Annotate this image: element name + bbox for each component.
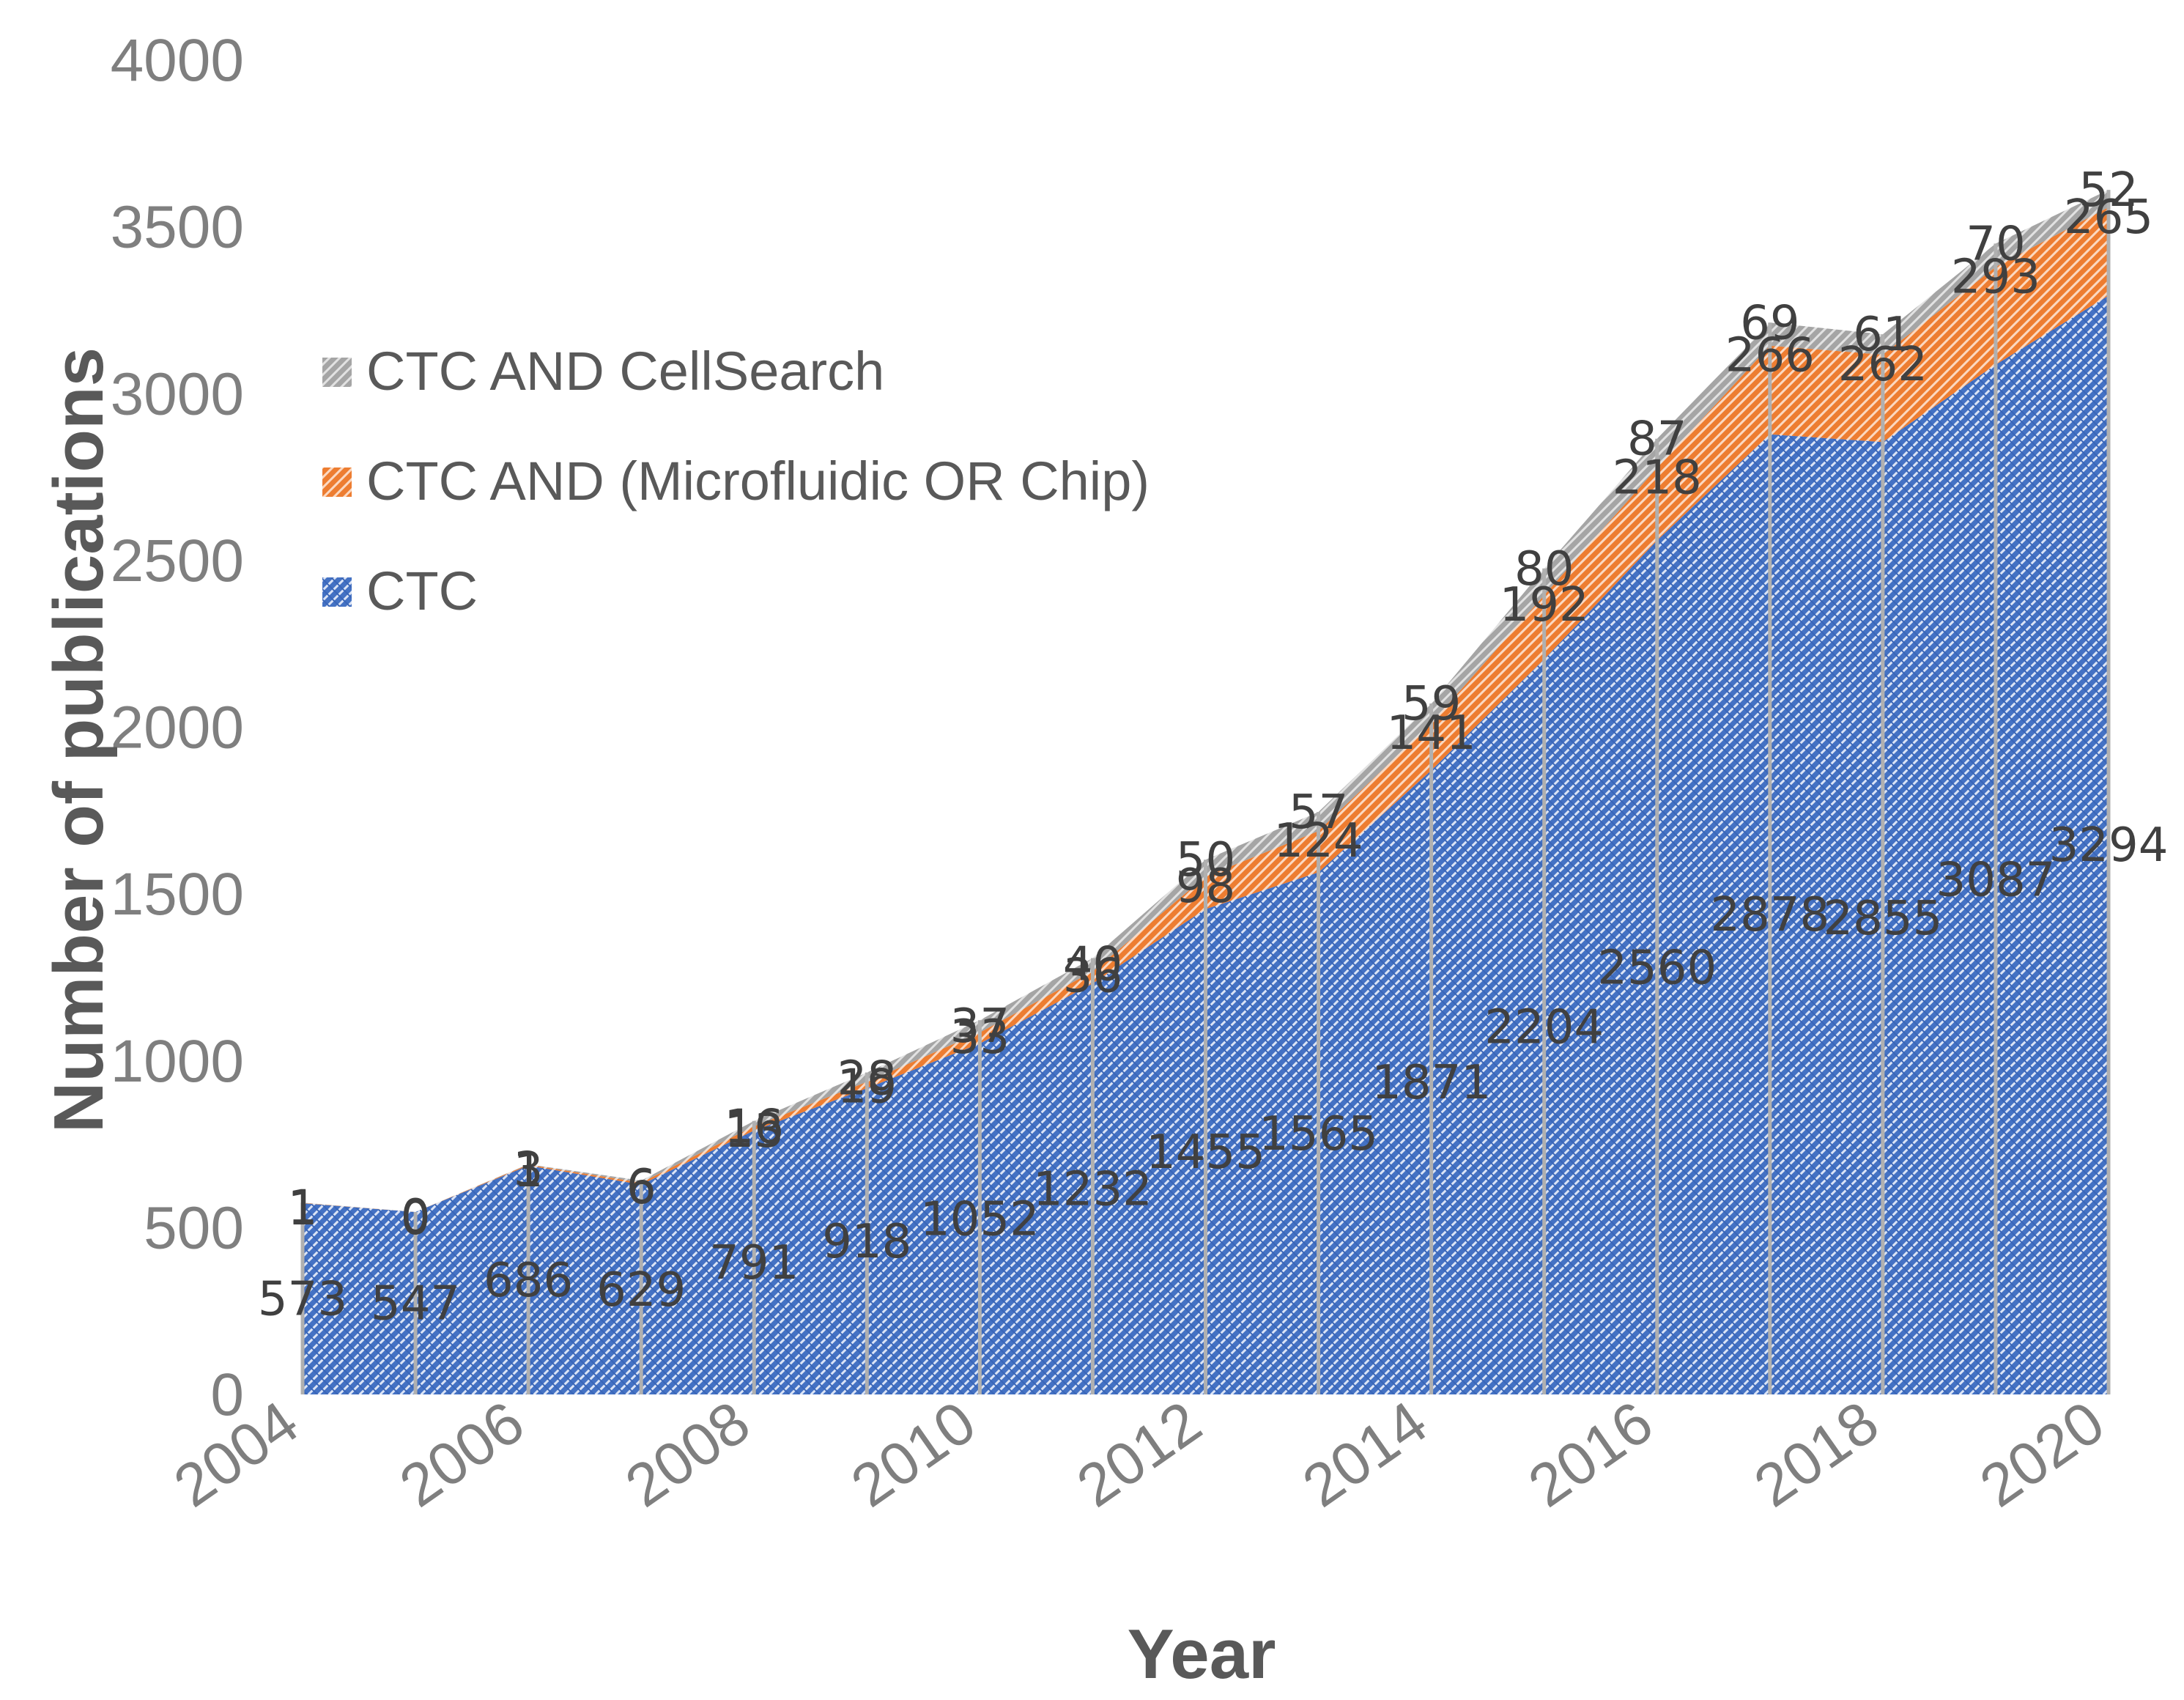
y-axis-ticks: 0 500 1000 1500 2000 2500 3000 3500 4000 xyxy=(111,27,244,1428)
data-label-ctc-and-microfluidic-or-chip: 141 xyxy=(1387,706,1476,761)
data-label-ctc-and-cellsearch: 28 xyxy=(837,1052,897,1106)
data-label-ctc-and-microfluidic-or-chip: 293 xyxy=(1951,250,2040,304)
legend-label-cellsearch: CTC AND CellSearch xyxy=(366,341,884,402)
data-label-ctc: 3294 xyxy=(2049,818,2169,873)
data-label-ctc: 2855 xyxy=(1823,892,1942,946)
data-label-ctc-and-cellsearch: 1 xyxy=(514,1144,544,1198)
y-tick-label: 1500 xyxy=(111,861,244,928)
data-label-ctc-and-microfluidic-or-chip: 1 xyxy=(288,1181,318,1235)
data-label-ctc-and-microfluidic-or-chip: 262 xyxy=(1838,338,1928,392)
y-tick-label: 1000 xyxy=(111,1028,244,1095)
data-label-ctc-and-microfluidic-or-chip: 33 xyxy=(950,1010,1010,1065)
data-label-ctc: 686 xyxy=(484,1254,573,1308)
legend-item-microfluidic: CTC AND (Microfluidic OR Chip) xyxy=(322,451,1150,511)
x-axis-title: Year xyxy=(1128,1615,1276,1693)
data-label-ctc-and-cellsearch: 69 xyxy=(1740,296,1799,350)
x-tick-label: 2008 xyxy=(614,1389,762,1520)
y-tick-label: 2500 xyxy=(111,528,244,594)
data-label-ctc-and-microfluidic-or-chip: 218 xyxy=(1613,451,1702,505)
data-label-ctc: 2204 xyxy=(1484,1000,1604,1054)
x-tick-label: 2006 xyxy=(388,1389,536,1520)
data-label-ctc: 1052 xyxy=(920,1193,1040,1247)
x-tick-label: 2014 xyxy=(1291,1389,1439,1520)
data-label-ctc-and-cellsearch: 52 xyxy=(2078,163,2138,218)
legend-item-cellsearch: CTC AND CellSearch xyxy=(322,341,884,402)
data-label-ctc-and-cellsearch: 87 xyxy=(1627,413,1687,467)
data-label-ctc: 918 xyxy=(822,1215,911,1269)
y-tick-label: 3500 xyxy=(111,194,244,261)
x-tick-label: 2012 xyxy=(1065,1389,1213,1520)
data-label-ctc-and-cellsearch: 1 xyxy=(288,1182,318,1236)
y-tick-label: 2000 xyxy=(111,695,244,761)
data-label-ctc: 2560 xyxy=(1597,941,1717,995)
data-labels: 573 547 686 629 791 918 1052123214551565187122… xyxy=(258,163,2169,1331)
data-label-ctc: 573 xyxy=(258,1273,347,1327)
data-label-ctc-and-cellsearch: 59 xyxy=(1402,677,1461,731)
data-label-ctc-and-cellsearch: 70 xyxy=(1966,217,2025,271)
legend: CTC AND CellSearch CTC AND (Microfluidic… xyxy=(322,341,1150,621)
data-label-ctc-and-microfluidic-or-chip: 13 xyxy=(725,1104,784,1158)
year-drop-lines xyxy=(300,190,2111,1394)
data-label-ctc-and-cellsearch: 6 xyxy=(626,1160,656,1214)
data-label-ctc-and-cellsearch: 16 xyxy=(725,1101,784,1155)
data-label-ctc-and-microfluidic-or-chip: 19 xyxy=(837,1060,897,1114)
data-label-ctc: 547 xyxy=(371,1276,460,1331)
y-tick-label: 4000 xyxy=(111,27,244,94)
data-label-ctc-and-cellsearch: 0 xyxy=(401,1191,431,1246)
data-label-ctc: 2878 xyxy=(1710,888,1829,942)
legend-swatch-cellsearch xyxy=(322,358,352,387)
data-label-ctc: 1232 xyxy=(1033,1163,1152,1217)
y-tick-label: 3000 xyxy=(111,361,244,427)
data-label-ctc-and-microfluidic-or-chip: 192 xyxy=(1500,578,1589,632)
data-label-ctc-and-microfluidic-or-chip: 266 xyxy=(1725,329,1815,383)
x-tick-label: 2020 xyxy=(1969,1389,2117,1520)
x-tick-label: 2010 xyxy=(840,1389,988,1520)
data-label-ctc: 3087 xyxy=(1936,853,2056,907)
legend-label-ctc: CTC xyxy=(366,561,478,621)
legend-label-microfluidic: CTC AND (Microfluidic OR Chip) xyxy=(366,451,1150,511)
x-axis-ticks: 2004 2006 2008 2010 2012 2014 2016 2018 2020 xyxy=(163,1389,2117,1520)
data-label-ctc-and-microfluidic-or-chip: 124 xyxy=(1273,814,1363,868)
y-tick-label: 500 xyxy=(144,1194,244,1261)
data-label-ctc-and-cellsearch: 40 xyxy=(1063,938,1122,992)
data-label-ctc-and-microfluidic-or-chip: 36 xyxy=(1063,950,1122,1004)
data-label-ctc-and-cellsearch: 37 xyxy=(950,999,1010,1054)
y-tick-label: 0 xyxy=(210,1361,244,1428)
x-tick-label: 2018 xyxy=(1743,1389,1891,1520)
data-label-ctc-and-cellsearch: 57 xyxy=(1289,786,1348,840)
legend-swatch-microfluidic xyxy=(322,468,352,497)
data-label-ctc: 1871 xyxy=(1372,1056,1491,1110)
legend-swatch-ctc xyxy=(322,577,352,607)
data-label-ctc-and-cellsearch: 50 xyxy=(1176,833,1235,887)
data-label-ctc-and-cellsearch: 61 xyxy=(1853,308,1912,362)
data-label-ctc-and-microfluidic-or-chip: 3 xyxy=(514,1142,544,1197)
data-label-ctc: 629 xyxy=(596,1263,686,1318)
data-label-ctc-and-microfluidic-or-chip: 265 xyxy=(2064,191,2153,245)
data-label-ctc-and-microfluidic-or-chip: 98 xyxy=(1176,860,1235,914)
data-label-ctc: 791 xyxy=(709,1236,799,1290)
data-label-ctc-and-microfluidic-or-chip: 0 xyxy=(401,1190,431,1244)
data-label-ctc-and-cellsearch: 80 xyxy=(1514,542,1574,596)
data-label-ctc-and-microfluidic-or-chip: 6 xyxy=(626,1161,656,1215)
x-tick-label: 2016 xyxy=(1517,1389,1665,1520)
legend-item-ctc: CTC xyxy=(322,561,478,621)
y-axis-title: Number of publications xyxy=(40,347,118,1133)
data-label-ctc: 1565 xyxy=(1259,1107,1378,1161)
data-label-ctc: 1455 xyxy=(1146,1126,1265,1180)
